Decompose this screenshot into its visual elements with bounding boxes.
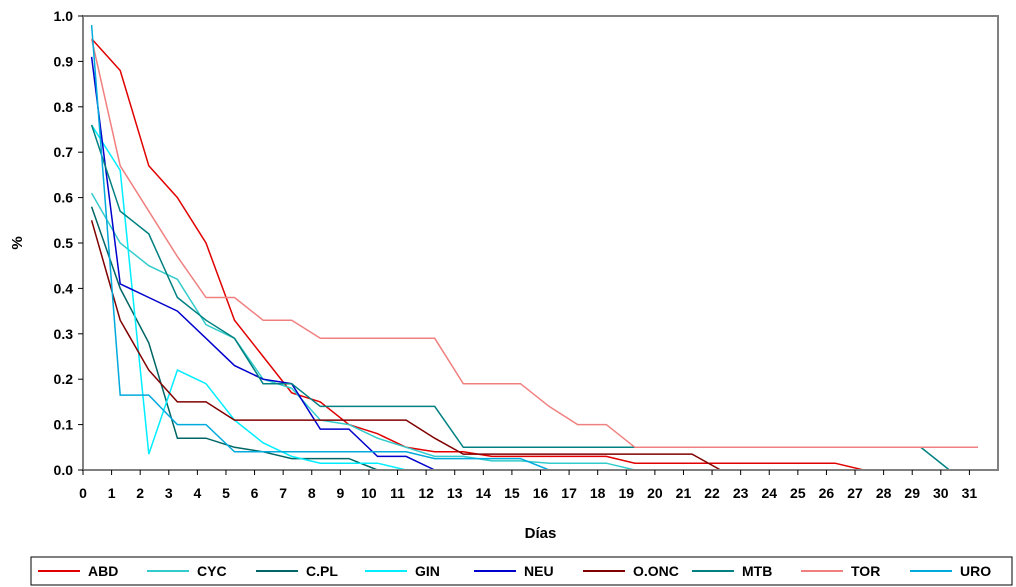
x-tick-label: 6 — [251, 485, 259, 501]
x-tick-label: 12 — [418, 485, 434, 501]
legend: ABD CYC C.PL GIN NEU O.ONC MTB TOR URO — [30, 556, 1013, 586]
x-tick-label: 26 — [819, 485, 835, 501]
x-tick-label: 4 — [193, 485, 201, 501]
y-tick-label: 0.1 — [54, 417, 74, 433]
y-axis-ticks: 0.0 0.1 0.2 0.3 0.4 0.5 0.6 0.7 0.8 0.9 1.0 — [54, 8, 83, 478]
series-lines — [90, 25, 978, 471]
x-axis-title: Días — [525, 525, 557, 542]
x-tick-label: 5 — [222, 485, 230, 501]
x-tick-label: 17 — [561, 485, 577, 501]
x-tick-label: 13 — [447, 485, 463, 501]
y-tick-label: 1.0 — [54, 8, 74, 24]
series-line-gin — [90, 124, 407, 471]
y-tick-label: 0.0 — [54, 462, 74, 478]
x-tick-label: 19 — [618, 485, 634, 501]
legend-label: MTB — [742, 563, 772, 579]
series-line-neu — [90, 56, 436, 471]
x-tick-label: 3 — [165, 485, 173, 501]
x-tick-label: 29 — [904, 485, 920, 501]
y-tick-label: 0.4 — [54, 280, 74, 296]
y-tick-label: 0.8 — [54, 99, 74, 115]
legend-label: O.ONC — [633, 563, 679, 579]
legend-label: C.PL — [306, 563, 338, 579]
x-tick-label: 11 — [390, 485, 405, 501]
series-line-oonc — [90, 220, 721, 471]
series-line-cyc — [90, 192, 636, 471]
x-tick-label: 25 — [790, 485, 806, 501]
x-tick-label: 8 — [308, 485, 316, 501]
legend-label: TOR — [851, 563, 880, 579]
y-tick-label: 0.2 — [54, 371, 74, 387]
x-tick-label: 21 — [676, 485, 692, 501]
y-tick-label: 0.9 — [54, 53, 74, 69]
legend-label: GIN — [415, 563, 440, 579]
series-line-tor — [90, 38, 978, 449]
x-tick-label: 14 — [476, 485, 492, 501]
x-tick-label: 1 — [108, 485, 116, 501]
series-line-cpl — [90, 206, 378, 471]
x-tick-label: 2 — [136, 485, 144, 501]
x-tick-label: 16 — [533, 485, 549, 501]
x-tick-label: 23 — [733, 485, 749, 501]
x-tick-label: 31 — [962, 485, 978, 501]
x-tick-label: 9 — [336, 485, 344, 501]
y-tick-label: 0.7 — [54, 144, 74, 160]
y-tick-label: 0.3 — [54, 326, 74, 342]
y-axis-title: % — [9, 236, 26, 249]
x-tick-label: 20 — [647, 485, 663, 501]
x-tick-label: 24 — [761, 485, 777, 501]
legend-label: NEU — [524, 563, 554, 579]
x-tick-label: 30 — [933, 485, 949, 501]
series-line-uro — [90, 25, 550, 471]
x-axis-ticks: 0 1 2 3 4 5 6 7 8 9 10 11 12 13 14 15 16 17 18 19 20 21 22 23 24… — [79, 470, 977, 501]
x-tick-label: 22 — [704, 485, 720, 501]
legend-label: ABD — [88, 563, 118, 579]
series-line-abd — [91, 38, 864, 471]
y-tick-label: 0.6 — [54, 190, 74, 206]
y-tick-label: 0.5 — [54, 235, 74, 251]
legend-frame — [30, 556, 1013, 586]
x-tick-label: 18 — [590, 485, 606, 501]
x-tick-label: 27 — [847, 485, 863, 501]
legend-label: URO — [960, 563, 991, 579]
x-tick-label: 0 — [79, 485, 87, 501]
x-tick-label: 7 — [279, 485, 287, 501]
x-tick-label: 15 — [504, 485, 520, 501]
x-tick-label: 10 — [361, 485, 377, 501]
legend-label: CYC — [197, 563, 227, 579]
x-tick-label: 28 — [876, 485, 892, 501]
